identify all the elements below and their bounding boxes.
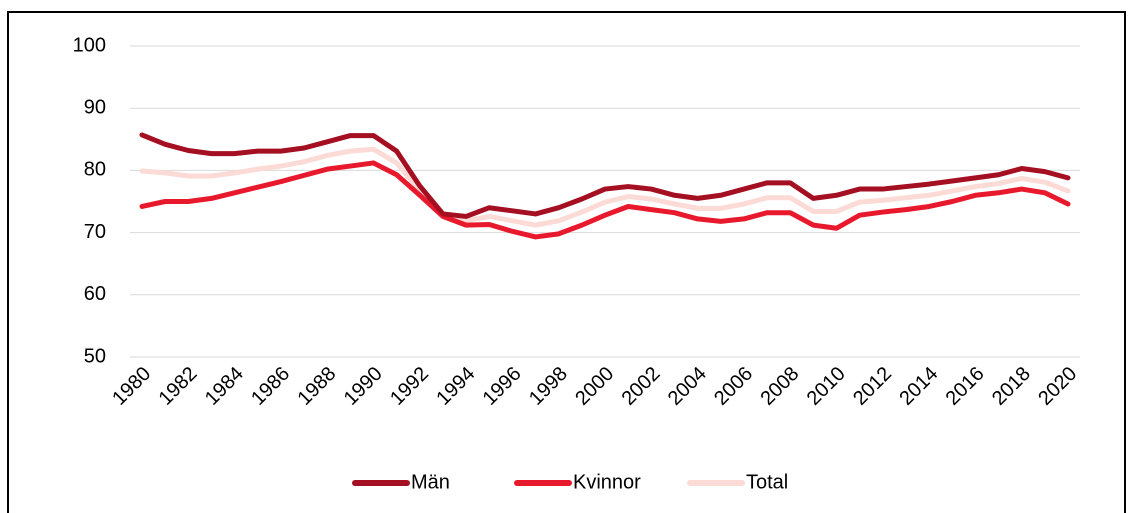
y-tick-label: 50 [84, 345, 106, 367]
legend-label: Män [411, 471, 450, 493]
data-line [139, 132, 1071, 219]
chart-frame [7, 11, 1126, 513]
legend-label: Total [746, 471, 788, 493]
y-tick-label: 90 [84, 96, 106, 118]
y-tick-label: 100 [73, 34, 106, 56]
y-tick-label: 80 [84, 159, 106, 181]
data-line [139, 160, 1071, 240]
y-tick-label: 70 [84, 221, 106, 243]
y-tick-label: 60 [84, 283, 106, 305]
legend-label: Kvinnor [573, 471, 641, 493]
data-line [139, 146, 1071, 228]
